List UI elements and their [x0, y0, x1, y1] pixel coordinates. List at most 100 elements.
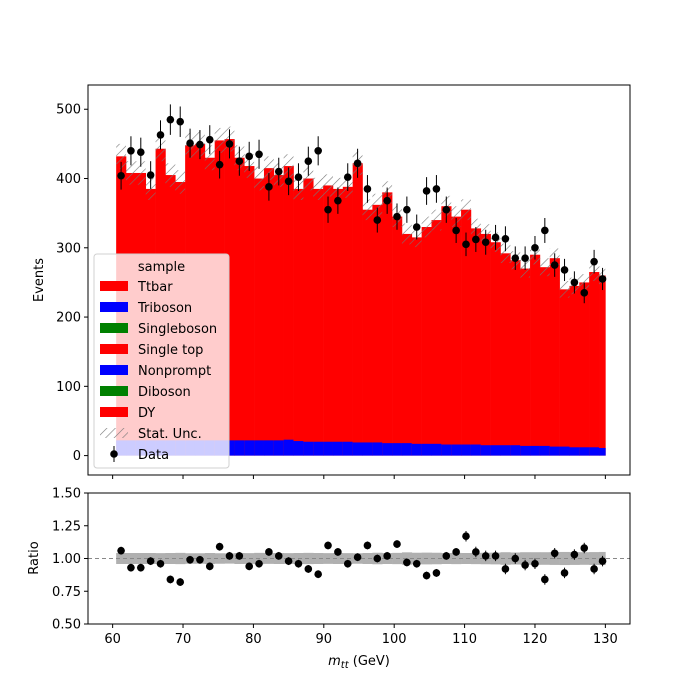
bar-nonprompt-stack: [234, 440, 245, 456]
bar-nonprompt-stack: [549, 446, 560, 456]
ratio-point: [531, 559, 539, 568]
stat-unc-band: [254, 166, 264, 191]
ratio-point: [550, 549, 559, 558]
ratio-point: [245, 562, 253, 571]
data-point: [196, 140, 204, 149]
data-point: [353, 159, 362, 168]
data-point: [314, 147, 322, 155]
ratio-y-axis-label: Ratio: [27, 541, 42, 574]
data-point: [334, 196, 342, 205]
data-point: [343, 173, 352, 181]
stat-unc-band: [204, 145, 215, 171]
ratio-point: [353, 553, 362, 561]
ratio-point: [176, 578, 185, 586]
ratio-point: [334, 548, 342, 556]
bar-ttbar-stack: [362, 209, 373, 456]
stat-unc-band: [313, 177, 324, 200]
stat-unc-band: [126, 161, 136, 185]
legend-label: Diboson: [138, 385, 191, 400]
bar-nonprompt-stack: [441, 444, 452, 456]
ratio-y-tick-label: 1.25: [52, 519, 81, 534]
data-point: [373, 216, 382, 224]
bar-ttbar-stack: [352, 163, 363, 456]
data-point: [265, 183, 273, 191]
ratio-point: [363, 541, 372, 550]
ratio-point: [590, 565, 598, 573]
stat-unc-band: [500, 243, 511, 264]
data-point: [472, 235, 480, 244]
legend-marker: [110, 450, 118, 458]
bar-ttbar-stack: [421, 227, 432, 456]
data-point: [570, 278, 579, 287]
x-tick-label: 110: [452, 632, 477, 647]
stat-unc-band: [263, 156, 274, 180]
ratio-point: [472, 548, 480, 556]
data-point: [590, 257, 598, 266]
ratio-unc-band: [411, 552, 422, 565]
data-point: [393, 212, 401, 221]
ratio-point: [136, 563, 145, 572]
bar-ttbar-stack: [490, 242, 501, 456]
ratio-y-tick-label: 1.50: [52, 487, 81, 502]
bar-nonprompt-stack: [510, 445, 521, 456]
legend: sample Ttbar Triboson Singleboson Single top…: [93, 253, 230, 469]
ratio-y-tick-label: 1.00: [52, 552, 81, 567]
legend-swatch: [100, 281, 128, 291]
data-point: [225, 140, 234, 148]
bar-nonprompt-stack: [530, 445, 541, 456]
bar-ttbar-stack: [559, 289, 570, 456]
x-tick-label: 70: [175, 632, 192, 647]
bar-ttbar-stack: [431, 220, 442, 456]
bar-ttbar-stack: [461, 209, 472, 456]
bar-nonprompt-stack: [461, 444, 472, 456]
bar-ttbar-stack: [500, 253, 511, 456]
y-tick-label: 500: [56, 103, 81, 118]
bar-nonprompt-stack: [283, 439, 294, 456]
bar-nonprompt-stack: [520, 445, 531, 456]
ratio-unc-band: [214, 553, 225, 564]
ratio-point: [127, 563, 135, 572]
x-tick-label: 100: [382, 632, 407, 647]
ratio-unc-band: [116, 552, 127, 565]
data-point: [383, 196, 391, 205]
legend-label: Singleboson: [138, 322, 217, 337]
ratio-point: [284, 557, 293, 565]
ratio-point: [501, 565, 510, 573]
ratio-point: [294, 559, 303, 568]
ratio-unc-band: [313, 552, 324, 565]
bar-nonprompt-stack: [451, 444, 462, 456]
legend-swatch: [100, 407, 128, 417]
legend-label: Nonprompt: [138, 364, 211, 379]
bar-ttbar-stack: [273, 175, 284, 456]
ratio-point: [432, 569, 441, 577]
bar-ttbar-stack: [303, 178, 314, 456]
ratio-point: [598, 557, 607, 565]
ratio-point: [383, 552, 391, 560]
legend-label: Stat. Unc.: [138, 427, 202, 442]
ratio-unc-band: [263, 553, 275, 564]
bar-nonprompt-stack: [303, 441, 314, 456]
ratio-point: [314, 570, 322, 579]
ratio-point: [205, 562, 214, 571]
x-tick-label: 60: [104, 632, 121, 647]
data-point: [215, 160, 224, 169]
stat-unc-band: [539, 258, 550, 277]
bar-nonprompt-stack: [372, 442, 383, 456]
bar-nonprompt-stack: [254, 440, 265, 456]
data-point: [156, 131, 165, 139]
bar-nonprompt-stack: [579, 447, 590, 456]
bar-nonprompt-stack: [559, 446, 570, 456]
data-point: [422, 187, 431, 195]
stat-unc-band: [135, 161, 146, 185]
stat-unc-band: [214, 127, 225, 153]
legend-label: DY: [138, 406, 155, 421]
bar-ttbar-stack: [480, 233, 491, 456]
data-point: [598, 275, 607, 283]
bar-ttbar-stack: [451, 216, 462, 456]
bar-nonprompt-stack: [244, 440, 255, 456]
stat-unc-band: [461, 199, 471, 221]
data-point: [136, 148, 145, 156]
bar-ttbar-stack: [234, 157, 245, 456]
stat-unc-band: [165, 163, 176, 187]
